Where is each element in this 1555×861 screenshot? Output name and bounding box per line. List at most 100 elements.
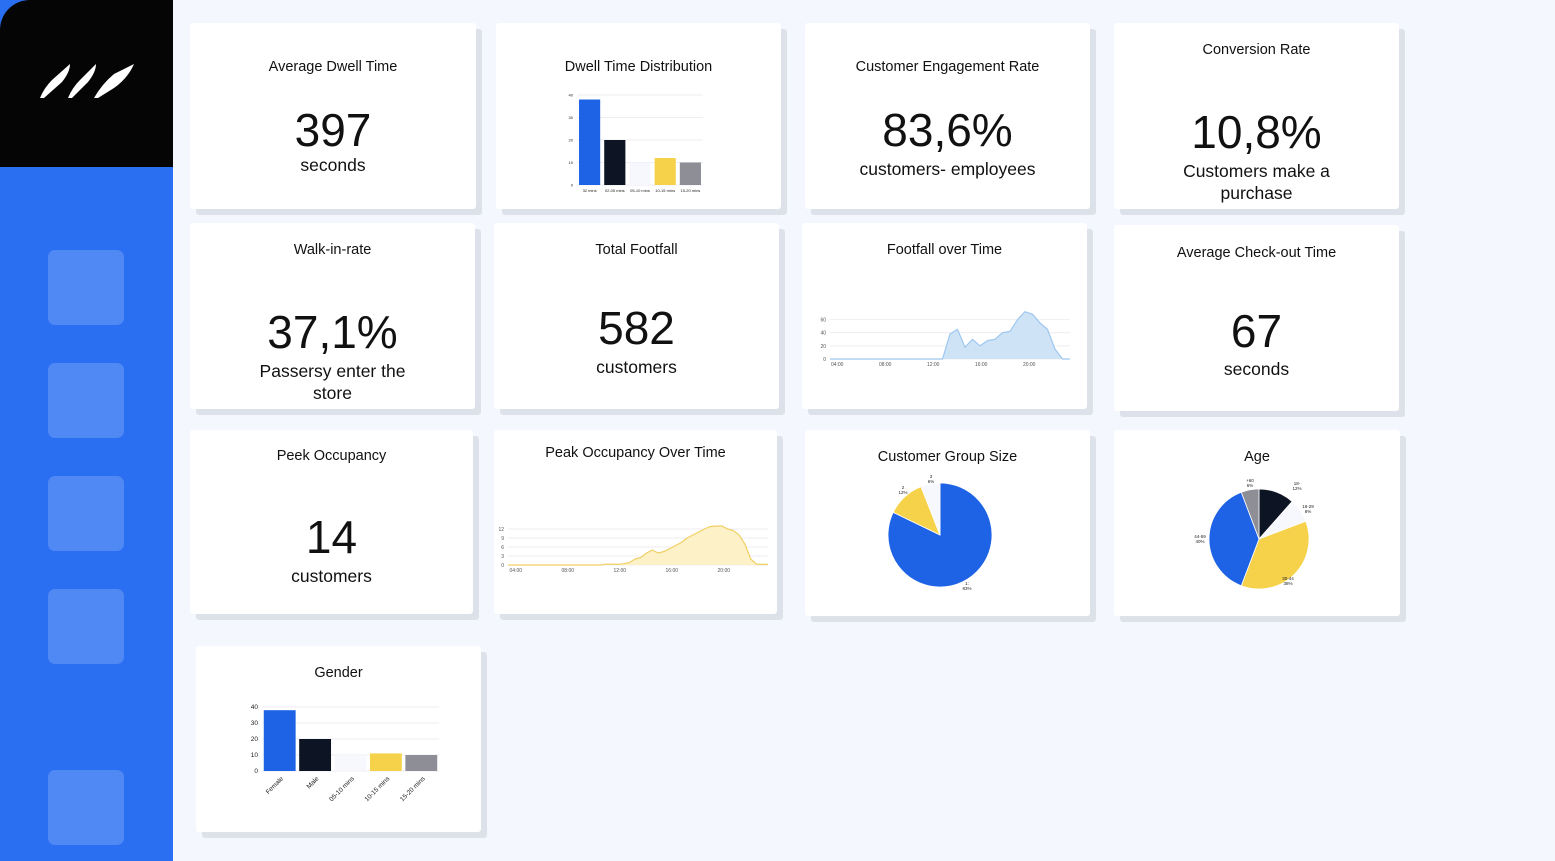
card-title: Total Footfall xyxy=(595,242,678,258)
pie-label-line: 1: xyxy=(965,581,969,586)
bar xyxy=(263,710,296,771)
pie-label: 30-44 38% xyxy=(1282,576,1294,586)
kpi-value: 14 xyxy=(305,511,358,563)
kpi-value: 582 xyxy=(598,302,675,354)
y-tick-label: 0 xyxy=(501,563,504,569)
peak-occupancy-chart: 0 3 6 9 12 04:00 08:00 12:00 16:00 20:00 xyxy=(498,525,768,574)
gender-bar-chart: 0 10 20 30 40 Female Male 05-10 mins 10-15 mins 1… xyxy=(251,704,439,803)
x-tick-label: Male xyxy=(306,775,321,790)
kpi-unit: seconds xyxy=(300,155,366,175)
card-gender: Gender 0 10 20 30 40 Female Male 05-10 mins 10-1… xyxy=(196,646,481,832)
x-tick-label: 12:00 xyxy=(614,568,627,574)
nav-item-1[interactable] xyxy=(48,250,124,325)
pie-slice xyxy=(920,482,941,536)
x-tick-label: 08:00 xyxy=(879,362,892,368)
x-tick-label: 20:00 xyxy=(1023,362,1036,368)
nav-item-2[interactable] xyxy=(48,363,124,438)
x-tick-label: 10-15 mins xyxy=(655,188,675,193)
y-tick-label: 30 xyxy=(569,115,574,120)
card-average-check-out-time: Average Check-out Time 67 seconds xyxy=(1114,225,1399,411)
bar xyxy=(654,158,676,185)
pie-label: 1: 83% xyxy=(962,581,971,591)
card-title: Conversion Rate xyxy=(1202,42,1311,58)
logo[interactable] xyxy=(0,0,173,167)
y-tick-label: 20 xyxy=(820,344,826,350)
card-title: Gender xyxy=(314,665,363,681)
y-tick-label: 10 xyxy=(569,160,574,165)
y-tick-label: 40 xyxy=(251,704,259,711)
pie-label-line: 30-44 xyxy=(1282,576,1294,581)
pie-label: 18-29 8% xyxy=(1302,504,1314,514)
nav-item-5[interactable] xyxy=(48,770,124,845)
pie-label: +60 6% xyxy=(1246,478,1254,488)
card-walk-in-rate: Walk-in-rate 37,1% Passersy enter the st… xyxy=(190,223,475,409)
pie-label-line: 3 xyxy=(930,474,933,479)
group-size-pie-chart: 1: 83% 2 12% 3 6% xyxy=(887,474,993,591)
pie-label-line: 18-29 xyxy=(1302,504,1314,509)
x-tick-label: 16:00 xyxy=(975,362,988,368)
x-tick-label: 05-10 mins xyxy=(328,775,356,803)
kpi-value: 83,6% xyxy=(882,104,1013,156)
card-title: Customer Group Size xyxy=(877,449,1018,465)
kpi-unit: customers xyxy=(596,357,677,377)
kpi-unit: customers- employees xyxy=(859,159,1036,179)
y-tick-label: 40 xyxy=(569,92,574,97)
card-title: Footfall over Time xyxy=(886,242,1003,258)
bar xyxy=(629,162,651,185)
y-tick-label: 30 xyxy=(251,720,259,727)
card-conversion-rate: Conversion Rate 10,8% Customers make a p… xyxy=(1114,23,1399,209)
y-tick-label: 0 xyxy=(254,768,258,775)
card-age: Age 18-12% 18-29 8% 30-44 38% 44-59 40% +60 6% xyxy=(1114,430,1400,616)
y-tick-label: 6 xyxy=(501,545,504,551)
pie-label-line: +60 xyxy=(1246,478,1254,483)
card-title: Average Check-out Time xyxy=(1176,245,1337,261)
x-tick-label: 16:00 xyxy=(666,568,679,574)
pie-label-line: 2 xyxy=(902,485,905,490)
x-tick-label: 32 mins xyxy=(583,188,597,193)
card-title: Average Dwell Time xyxy=(268,59,398,75)
card-title: Walk-in-rate xyxy=(293,242,372,258)
pie-label-line: 12% xyxy=(1292,486,1301,491)
bar xyxy=(679,162,701,185)
pie-label-line: 6% xyxy=(1247,483,1254,488)
card-peak-occupancy-over-time: Peak Occupancy Over Time 0 3 6 9 12 04:00 08:0… xyxy=(494,430,777,614)
pie-label-line: 18- xyxy=(1294,481,1301,486)
y-tick-label: 9 xyxy=(501,536,504,542)
pie-label-line: 38% xyxy=(1283,581,1292,586)
kpi-unit: Passersy enter the store xyxy=(259,361,406,403)
pie-label-line: 40% xyxy=(1195,539,1204,544)
card-customer-group-size: Customer Group Size 1: 83% 2 12% 3 6% xyxy=(805,430,1090,616)
x-tick-label: 12:00 xyxy=(927,362,940,368)
kpi-unit: Customers make a purchase xyxy=(1183,161,1330,203)
sidebar xyxy=(0,0,173,861)
pie-label-line: 8% xyxy=(1305,509,1312,514)
kpi-value: 67 xyxy=(1230,305,1283,357)
x-tick-label: 10-15 mins xyxy=(364,775,392,803)
logo-mark-icon xyxy=(40,64,134,98)
x-tick-label: 20:00 xyxy=(718,568,731,574)
card-title: Customer Engagement Rate xyxy=(855,59,1040,75)
pie-label: 18-12% xyxy=(1292,481,1301,491)
nav-item-3[interactable] xyxy=(48,476,124,551)
bar xyxy=(334,755,367,771)
bar xyxy=(579,99,601,185)
bar xyxy=(604,140,626,185)
card-title: Dwell Time Distribution xyxy=(564,59,713,75)
y-tick-label: 3 xyxy=(501,554,504,560)
y-tick-label: 60 xyxy=(820,318,826,324)
x-tick-label: 04:00 xyxy=(831,362,844,368)
card-title: Age xyxy=(1244,449,1270,465)
pie-label-line: 6% xyxy=(928,479,935,484)
kpi-unit: customers xyxy=(291,566,372,586)
pie-slice xyxy=(1240,520,1310,590)
pie-label: 3 6% xyxy=(928,474,935,484)
bar xyxy=(405,755,438,771)
bar xyxy=(299,739,332,771)
card-title: Peak Occupancy Over Time xyxy=(545,445,726,461)
card-customer-engagement-rate: Customer Engagement Rate 83,6% customers… xyxy=(805,23,1090,209)
footfall-over-time-chart: 0 20 40 60 04:00 08:00 12:00 16:00 20:00 xyxy=(820,311,1070,368)
area-fill xyxy=(508,526,768,565)
nav-item-4[interactable] xyxy=(48,589,124,664)
x-tick-label: 15-20 mins xyxy=(399,775,427,803)
y-tick-label: 20 xyxy=(251,736,259,743)
